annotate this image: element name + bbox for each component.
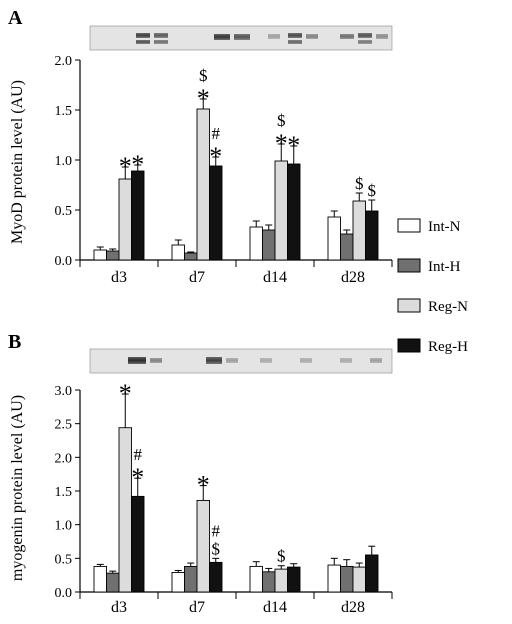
x-tick-label-d14: d14: [263, 269, 287, 286]
bar-int-n-d3: [93, 249, 107, 261]
bar-reg-n-d3: [118, 427, 132, 593]
significance-mark: $: [212, 539, 221, 558]
bar-reg-n-d28: [352, 200, 366, 261]
significance-mark: *: [209, 142, 222, 171]
bar-reg-n-d3: [118, 178, 132, 261]
panel-a-label: A: [8, 7, 23, 29]
significance-mark: #: [134, 445, 143, 464]
legend-item-int-n: Int-N: [397, 218, 461, 235]
significance-mark: *: [119, 379, 132, 408]
western-blot-b: [89, 348, 393, 374]
significance-mark: *: [119, 152, 132, 181]
panel-b-label: B: [8, 331, 21, 353]
bar-reg-h-d28: [365, 210, 379, 261]
bar-reg-h-d7: [209, 165, 223, 261]
significance-mark: $: [277, 111, 286, 130]
panel-a-y-axis-label: MyoD protein level (AU): [9, 80, 26, 244]
bar-int-n-d14: [249, 226, 263, 261]
bar-reg-h-d14: [287, 566, 301, 593]
significance-mark: *: [197, 471, 210, 500]
panel-a-plot: 0.00.51.01.52.0d3 d7 d14 d28* **$*# *$*$ $: [55, 54, 393, 286]
legend: Int-N Int-H Reg-N Reg-H: [397, 218, 468, 355]
y-tick-label: 0.0: [55, 586, 73, 601]
bar-reg-h-d3: [131, 495, 145, 593]
significance-mark: $: [277, 547, 286, 566]
bar-int-h-d28: [340, 233, 354, 261]
y-tick-label: 1.5: [55, 104, 73, 119]
bar-reg-n-d7: [196, 499, 210, 593]
bar-reg-h-d28: [365, 554, 379, 593]
legend-label-reg-h: Reg-H: [428, 339, 468, 355]
legend-swatch-reg-n: [397, 298, 421, 313]
bar-reg-n-d14: [274, 568, 288, 593]
panel-b-plot: 0.00.51.01.52.02.53.0d3 d7 d14 d28**#*$#$: [55, 379, 393, 616]
x-tick-label-d3: d3: [111, 269, 127, 286]
legend-item-int-h: Int-H: [397, 258, 461, 275]
y-tick-label: 3.0: [55, 384, 73, 399]
significance-mark: *: [197, 84, 210, 113]
panel-b-y-axis-label: myogenin protein level (AU): [9, 395, 26, 581]
bar-int-n-d7: [171, 244, 185, 261]
y-tick-label: 2.5: [55, 418, 73, 433]
bar-int-h-d28: [340, 565, 354, 593]
legend-label-int-n: Int-N: [428, 219, 461, 235]
bar-int-n-d7: [171, 572, 185, 593]
x-tick-label-d14: d14: [263, 599, 287, 616]
y-tick-label: 0.0: [55, 254, 73, 269]
bar-reg-h-d3: [131, 170, 145, 261]
bar-int-h-d14: [262, 229, 276, 261]
significance-mark: *: [131, 463, 144, 492]
bar-reg-n-d14: [274, 160, 288, 261]
legend-swatch-int-n: [397, 218, 421, 233]
significance-mark: *: [275, 129, 288, 158]
bar-int-h-d14: [262, 571, 276, 593]
legend-label-reg-n: Reg-N: [428, 299, 468, 315]
bar-int-h-d7: [184, 565, 198, 593]
western-blot-a: [89, 25, 393, 51]
bar-reg-n-d7: [196, 108, 210, 261]
bar-int-n-d3: [93, 565, 107, 593]
legend-swatch-reg-h: [397, 338, 421, 353]
y-tick-label: 1.0: [55, 154, 73, 169]
bar-reg-h-d7: [209, 561, 223, 593]
bar-reg-h-d14: [287, 163, 301, 261]
y-tick-label: 0.5: [55, 204, 73, 219]
x-tick-label-d7: d7: [189, 599, 205, 616]
significance-mark: #: [212, 124, 221, 143]
significance-mark: $: [368, 181, 377, 200]
x-tick-label-d7: d7: [189, 269, 205, 286]
x-tick-label-d28: d28: [341, 269, 365, 286]
x-tick-label-d3: d3: [111, 599, 127, 616]
legend-item-reg-n: Reg-N: [397, 298, 468, 315]
bar-reg-n-d28: [352, 566, 366, 593]
y-tick-label: 2.0: [55, 54, 73, 69]
bar-int-h-d3: [106, 250, 120, 261]
significance-mark: $: [199, 66, 208, 85]
bar-int-h-d7: [184, 252, 198, 261]
legend-label-int-h: Int-H: [428, 259, 461, 275]
significance-mark: *: [131, 150, 144, 179]
significance-mark: #: [212, 521, 221, 540]
y-tick-label: 1.0: [55, 519, 73, 534]
legend-swatch-int-h: [397, 258, 421, 273]
bar-int-h-d3: [106, 572, 120, 593]
x-tick-label-d28: d28: [341, 599, 365, 616]
bar-int-n-d28: [327, 216, 341, 261]
y-tick-label: 1.5: [55, 485, 73, 500]
significance-mark: $: [355, 174, 364, 193]
legend-item-reg-h: Reg-H: [397, 338, 468, 355]
bar-int-n-d14: [249, 565, 263, 593]
y-tick-label: 0.5: [55, 552, 73, 567]
bar-int-n-d28: [327, 564, 341, 593]
significance-mark: *: [287, 131, 300, 160]
y-tick-label: 2.0: [55, 451, 73, 466]
